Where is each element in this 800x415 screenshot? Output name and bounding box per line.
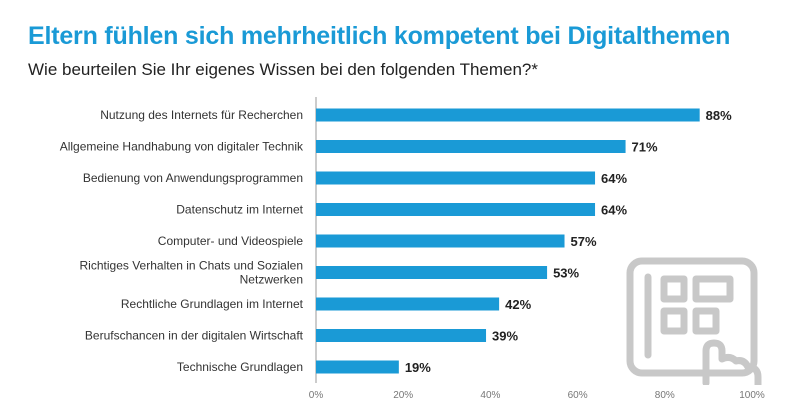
- x-tick-label: 20%: [393, 390, 413, 401]
- bar: [316, 297, 500, 311]
- category-label: Datenschutz im Internet: [176, 203, 303, 217]
- value-label: 71%: [632, 140, 658, 155]
- value-label: 57%: [571, 234, 597, 249]
- value-label: 64%: [601, 203, 627, 218]
- bar: [316, 234, 565, 248]
- category-label: Nutzung des Internets für Recherchen: [100, 108, 303, 122]
- category-label: Computer- und Videospiele: [158, 234, 304, 248]
- bar: [316, 108, 700, 122]
- value-label: 42%: [505, 297, 531, 312]
- x-tick-label: 80%: [655, 390, 675, 401]
- value-label: 53%: [553, 266, 579, 281]
- bar: [316, 329, 487, 342]
- category-label: Berufschancen in der digitalen Wirtschaf…: [85, 329, 304, 343]
- bar: [316, 140, 626, 153]
- x-tick-label: 100%: [739, 390, 765, 401]
- bar: [316, 360, 399, 374]
- category-label: Allgemeine Handhabung von digitaler Tech…: [60, 140, 304, 154]
- category-label: Bedienung von Anwendungsprogrammen: [83, 171, 303, 185]
- category-label: Richtiges Verhalten in Chats und Soziale…: [80, 259, 303, 287]
- value-label: 64%: [601, 171, 627, 186]
- x-tick-label: 40%: [480, 390, 500, 401]
- chart-title: Eltern fühlen sich mehrheitlich kompeten…: [28, 22, 731, 50]
- x-tick-label: 60%: [568, 390, 588, 401]
- x-tick-label: 0%: [309, 390, 324, 401]
- category-label: Technische Grundlagen: [177, 360, 303, 374]
- chart-subtitle: Wie beurteilen Sie Ihr eigenes Wissen be…: [28, 60, 538, 79]
- bar: [316, 203, 596, 216]
- bar: [316, 266, 548, 279]
- category-label: Rechtliche Grundlagen im Internet: [121, 297, 304, 311]
- value-label: 39%: [492, 329, 518, 344]
- bar: [316, 171, 596, 185]
- value-label: 19%: [405, 360, 431, 375]
- value-label: 88%: [706, 108, 732, 123]
- tablet-touch-icon: [626, 257, 762, 385]
